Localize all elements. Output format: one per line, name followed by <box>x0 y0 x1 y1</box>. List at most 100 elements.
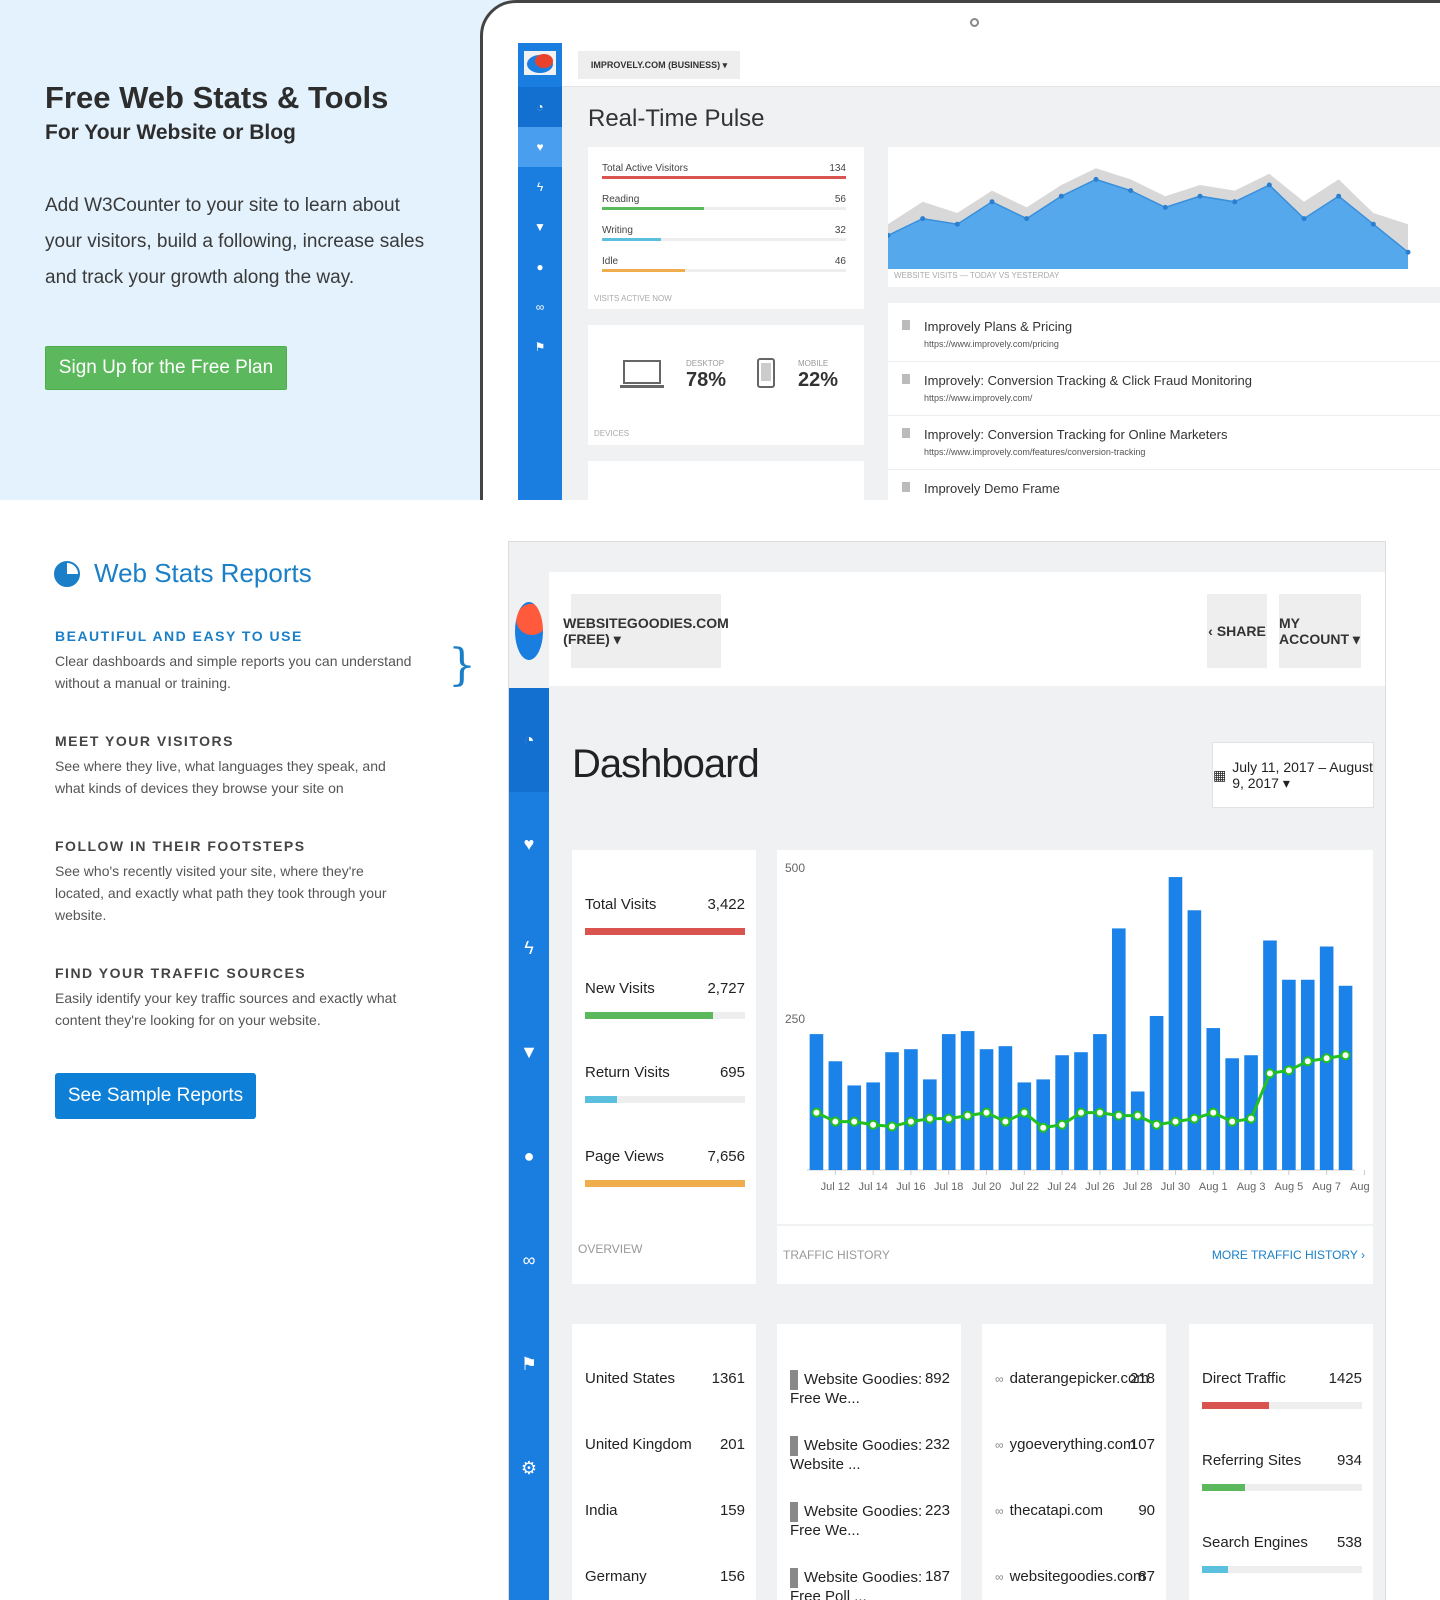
gear-icon[interactable]: ⚙ <box>520 1457 538 1478</box>
area-point <box>954 221 960 227</box>
sample-reports-button[interactable]: See Sample Reports <box>55 1073 256 1119</box>
flag-icon[interactable]: ⚑ <box>520 1353 538 1374</box>
site-selector[interactable]: WEBSITEGOODIES.COM (FREE) ▾ <box>563 594 729 668</box>
users-icon[interactable]: ● <box>536 260 544 274</box>
heartbeat-icon[interactable]: ♥ <box>523 833 535 854</box>
sources-label: Search Engines <box>1202 1534 1308 1551</box>
preview-title: Real-Time Pulse <box>588 105 765 132</box>
countries-label: United States <box>585 1370 676 1387</box>
sources-row[interactable]: Direct Traffic 1425 <box>1202 1370 1362 1409</box>
sources-value: 1425 <box>1328 1370 1362 1387</box>
dashboard-icon[interactable]: ◔ <box>509 688 549 792</box>
area-point <box>1405 249 1411 255</box>
hero-title: Free Web Stats & Tools <box>45 80 389 115</box>
reports-heading: Web Stats Reports <box>54 558 312 589</box>
x-tick-label: Jul 28 <box>1123 1181 1152 1193</box>
page-row[interactable]: Improvely Plans & Pricing https://www.imp… <box>888 319 1440 362</box>
referrers-row[interactable]: ∞ websitegoodies.com 87 <box>995 1568 1155 1585</box>
active-caption: VISITS ACTIVE NOW <box>594 294 672 303</box>
visits-area-chart <box>888 168 1411 269</box>
flag-icon[interactable]: ⚑ <box>534 340 546 354</box>
signup-button[interactable]: Sign Up for the Free Plan <box>45 346 287 390</box>
pages-row[interactable]: Website Goodies: Website ... 232 <box>790 1436 950 1473</box>
traffic-bar <box>1017 1082 1032 1170</box>
traffic-point <box>1000 1116 1011 1127</box>
pages-row[interactable]: Website Goodies: Free We... 223 <box>790 1502 950 1539</box>
overview-card: Total Visits 3,422 New Visits 2,727 Return V… <box>572 850 756 1224</box>
more-traffic-link[interactable]: MORE TRAFFIC HISTORY › <box>1211 1248 1365 1262</box>
pages-row[interactable]: Website Goodies: Free Poll ... 187 <box>790 1568 950 1600</box>
link-icon[interactable]: ∞ <box>535 300 545 314</box>
countries-row[interactable]: United Kingdom 201 <box>585 1436 745 1453</box>
filter-icon[interactable]: ▼ <box>520 1041 538 1062</box>
filter-icon[interactable]: ▼ <box>534 220 546 234</box>
active-row-value: 46 <box>834 256 846 267</box>
page-row[interactable]: Improvely Demo Frame <box>902 481 1440 500</box>
overview-row-label: Return Visits <box>585 1064 670 1081</box>
document-icon <box>790 1436 798 1456</box>
active-row-label: Idle <box>602 256 619 267</box>
referrers-row[interactable]: ∞ ygoeverything.com 107 <box>995 1436 1155 1453</box>
dashboard-topbar: WEBSITEGOODIES.COM (FREE) ▾ ‹ SHARE MY A… <box>549 572 1385 686</box>
heartbeat-icon[interactable]: ♥ <box>518 127 562 167</box>
source-bar-fill <box>1202 1484 1246 1491</box>
countries-value: 201 <box>719 1436 745 1453</box>
overview-row: Return Visits 695 <box>585 1064 745 1103</box>
document-icon <box>902 320 910 330</box>
traffic-bar <box>1300 979 1315 1170</box>
overview-row-value: 3,422 <box>707 896 745 913</box>
area-point <box>1093 176 1099 182</box>
countries-row[interactable]: India 159 <box>585 1502 745 1519</box>
sources-row[interactable]: Referring Sites 934 <box>1202 1452 1362 1491</box>
site-selector[interactable]: IMPROVELY.COM (BUSINESS) ▾ <box>578 51 740 79</box>
lightning-icon[interactable]: ϟ <box>524 937 534 958</box>
traffic-bar <box>1225 1058 1239 1170</box>
traffic-bar <box>1187 910 1202 1170</box>
page-row[interactable]: Improvely: Conversion Tracking for Onlin… <box>888 427 1440 470</box>
devices-caption: DEVICES <box>594 429 630 438</box>
traffic-point <box>1170 1116 1181 1127</box>
traffic-bar <box>885 1052 899 1170</box>
x-tick-label: Jul 26 <box>1085 1181 1114 1193</box>
hero-section: Free Web Stats & Tools For Your Website … <box>0 0 1440 500</box>
mobile-label: MOBILE <box>798 359 829 368</box>
pages-card: Website Goodies: Free We... 892 Website Go… <box>777 1324 961 1600</box>
account-button[interactable]: MY ACCOUNT ▾ <box>1279 594 1361 668</box>
active-row-value: 134 <box>829 163 846 174</box>
area-point <box>1336 193 1342 199</box>
referrers-row[interactable]: ∞ thecatapi.com 90 <box>995 1502 1155 1519</box>
referrers-row[interactable]: ∞ daterangepicker.com 218 <box>995 1370 1155 1387</box>
referrers-label: daterangepicker.com <box>1009 1370 1149 1387</box>
traffic-point <box>1113 1110 1124 1121</box>
overview-footer: OVERVIEW <box>572 1222 756 1284</box>
page-url: https://www.improvely.com/ <box>924 393 1033 403</box>
share-button[interactable]: ‹ SHARE <box>1207 594 1267 668</box>
pages-row[interactable]: Website Goodies: Free We... 892 <box>790 1370 950 1407</box>
date-range-picker[interactable]: ▦ July 11, 2017 – August 9, 2017 ▾ <box>1212 742 1374 808</box>
active-row-bar-fill <box>602 269 685 272</box>
overview-row-bar <box>585 1012 745 1019</box>
link-icon[interactable]: ∞ <box>522 1249 536 1270</box>
traffic-caption: TRAFFIC HISTORY <box>783 1248 890 1262</box>
area-point <box>1024 216 1030 222</box>
traffic-bar <box>847 1085 862 1170</box>
traffic-point <box>1132 1110 1143 1121</box>
lightning-icon[interactable]: ϟ <box>536 180 544 194</box>
countries-label: Germany <box>585 1568 647 1585</box>
desktop-value: 78% <box>686 369 727 391</box>
countries-row[interactable]: United States 1361 <box>585 1370 745 1387</box>
overview-row-bar-fill <box>585 1012 713 1019</box>
users-icon[interactable]: ● <box>523 1145 535 1166</box>
traffic-point <box>962 1110 973 1121</box>
traffic-bar <box>923 1079 937 1170</box>
source-bar <box>1202 1566 1362 1573</box>
dashboard-screen: ◔ ♥ ϟ ▼ ● ∞ ⚑ ⚙ WEBSITEGOODIES.COM (FREE… <box>508 541 1386 1600</box>
countries-value: 1361 <box>711 1370 745 1387</box>
dashboard-icon[interactable]: ◔ <box>518 87 562 127</box>
x-tick-label: Jul 14 <box>858 1181 887 1193</box>
sources-row[interactable]: Search Engines 538 <box>1202 1534 1362 1573</box>
page-row[interactable]: Improvely: Conversion Tracking & Click F… <box>888 373 1440 416</box>
active-row-bar <box>602 176 846 179</box>
countries-row[interactable]: Germany 156 <box>585 1568 745 1585</box>
traffic-point <box>981 1107 992 1118</box>
